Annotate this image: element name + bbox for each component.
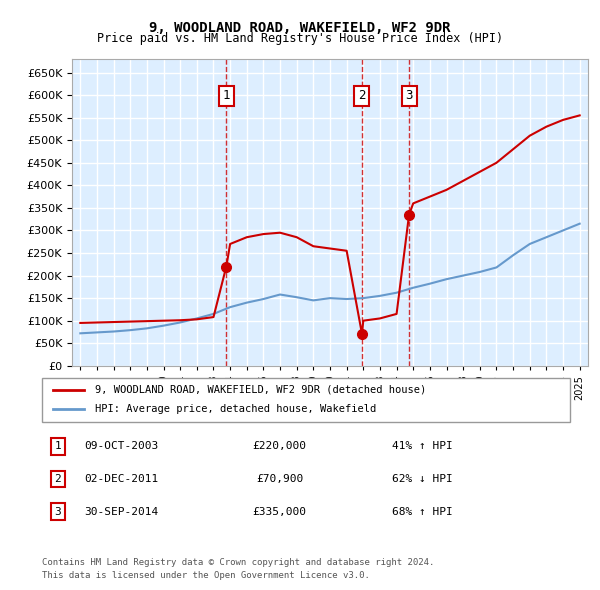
Text: £220,000: £220,000 bbox=[253, 441, 307, 451]
Text: 2: 2 bbox=[358, 89, 366, 102]
Text: 68% ↑ HPI: 68% ↑ HPI bbox=[392, 507, 452, 517]
Text: 9, WOODLAND ROAD, WAKEFIELD, WF2 9DR (detached house): 9, WOODLAND ROAD, WAKEFIELD, WF2 9DR (de… bbox=[95, 385, 426, 395]
Text: 2: 2 bbox=[55, 474, 61, 484]
Text: HPI: Average price, detached house, Wakefield: HPI: Average price, detached house, Wake… bbox=[95, 405, 376, 414]
Text: 1: 1 bbox=[55, 441, 61, 451]
Text: 1: 1 bbox=[223, 89, 230, 102]
Text: This data is licensed under the Open Government Licence v3.0.: This data is licensed under the Open Gov… bbox=[42, 571, 370, 579]
Text: 3: 3 bbox=[55, 507, 61, 517]
Text: 3: 3 bbox=[406, 89, 413, 102]
Text: 02-DEC-2011: 02-DEC-2011 bbox=[84, 474, 158, 484]
Text: Contains HM Land Registry data © Crown copyright and database right 2024.: Contains HM Land Registry data © Crown c… bbox=[42, 558, 434, 566]
Text: £70,900: £70,900 bbox=[256, 474, 303, 484]
Text: 09-OCT-2003: 09-OCT-2003 bbox=[84, 441, 158, 451]
Text: £335,000: £335,000 bbox=[253, 507, 307, 517]
Text: 30-SEP-2014: 30-SEP-2014 bbox=[84, 507, 158, 517]
Text: Price paid vs. HM Land Registry's House Price Index (HPI): Price paid vs. HM Land Registry's House … bbox=[97, 32, 503, 45]
Text: 9, WOODLAND ROAD, WAKEFIELD, WF2 9DR: 9, WOODLAND ROAD, WAKEFIELD, WF2 9DR bbox=[149, 21, 451, 35]
Text: 41% ↑ HPI: 41% ↑ HPI bbox=[392, 441, 452, 451]
Text: 62% ↓ HPI: 62% ↓ HPI bbox=[392, 474, 452, 484]
FancyBboxPatch shape bbox=[42, 378, 570, 422]
